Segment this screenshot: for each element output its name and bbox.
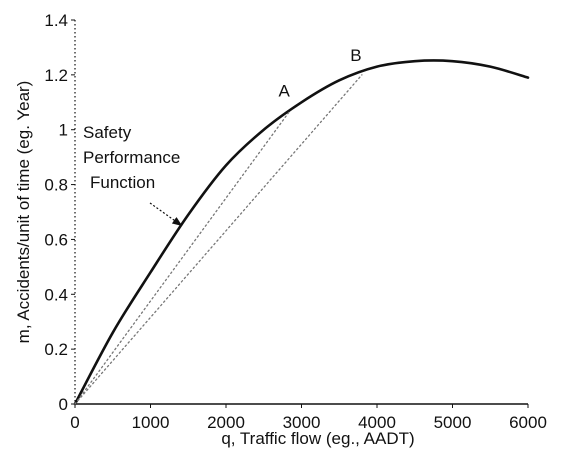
annotation-line-3: Function [90,173,155,192]
spf-annotation: Safety Performance Function [83,123,183,227]
series-layer [73,59,530,406]
x-tick-labels: 0 1000 2000 3000 4000 5000 6000 [70,404,547,432]
y-tick-label: 0 [59,395,68,414]
annotation-arrow [149,202,183,227]
x-tick-label: 0 [70,413,79,432]
y-tick-label: 1.2 [44,66,68,85]
point-labels: AB [279,46,362,101]
y-tick-label: 0.4 [44,285,68,304]
point-label-b: B [350,46,361,65]
point-label-a: A [279,82,291,101]
y-tick-labels: 0 0.2 0.4 0.6 0.8 1 1.2 1.4 [44,11,75,414]
annotation-line-1: Safety [83,123,132,142]
x-tick-label: 4000 [358,413,396,432]
y-tick-label: 1.4 [44,11,68,30]
x-tick-label: 2000 [207,413,245,432]
x-axis-label: q, Traffic flow (eg., AADT) [221,429,414,448]
y-tick-label: 1 [59,121,68,140]
axes [74,20,528,405]
x-tick-label: 3000 [283,413,321,432]
secant-line-2 [74,74,363,405]
y-axis-label: m, Accidents/unit of time (eg. Year) [14,81,33,344]
spf-curve [73,59,530,406]
x-tick-label: 1000 [132,413,170,432]
y-tick-label: 0.8 [44,176,68,195]
annotation-line-2: Performance [83,148,180,167]
y-tick-label: 0.2 [44,340,68,359]
secant-line-1 [74,109,291,405]
x-tick-label: 5000 [434,413,472,432]
y-tick-label: 0.6 [44,230,68,249]
x-tick-label: 6000 [509,413,547,432]
